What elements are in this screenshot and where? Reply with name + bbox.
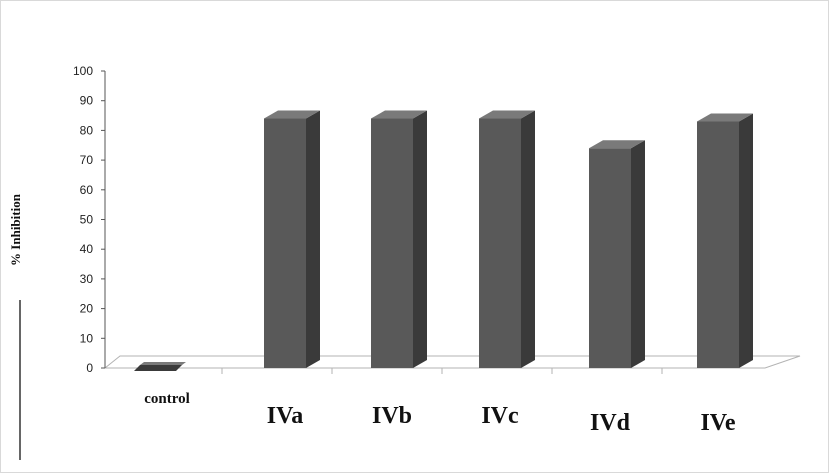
y-axis: 0 10 20 30 40 50 60 70 80 90 100	[73, 64, 106, 375]
y-tick-label: 100	[73, 64, 93, 78]
y-tick-label: 40	[80, 242, 94, 256]
bar-side	[739, 113, 753, 369]
y-tick-label: 70	[80, 153, 94, 167]
x-category-label: IVb	[372, 403, 412, 429]
y-tick-label: 80	[80, 123, 94, 137]
x-category-label: IVe	[700, 410, 735, 436]
bar-front	[264, 118, 306, 369]
x-category-label: IVd	[590, 410, 631, 436]
bar-IVe	[697, 113, 753, 369]
y-tick-label: 0	[86, 361, 93, 375]
y-axis-title: % Inhibition	[8, 193, 23, 266]
bar-top	[371, 110, 427, 119]
bar-top	[264, 110, 320, 119]
y-tick-label: 10	[80, 331, 94, 345]
bar-side	[521, 110, 535, 369]
bar-front	[371, 118, 413, 369]
chart-floor	[103, 355, 801, 374]
bar-IVd	[589, 140, 645, 368]
category-labels: control IVa IVb IVc IVd IVe	[144, 391, 736, 436]
x-category-label: IVc	[481, 403, 519, 429]
bar-zero-top	[140, 362, 186, 365]
bars	[134, 110, 753, 371]
bar-front	[589, 148, 631, 368]
bar-side	[306, 110, 320, 369]
bar-zero-marker	[134, 365, 182, 371]
bar-top	[697, 113, 753, 122]
bar-front	[697, 121, 739, 369]
bar-front	[479, 118, 521, 369]
y-tick-label: 50	[80, 213, 94, 227]
bar-top	[479, 110, 535, 119]
x-category-label: control	[144, 391, 190, 407]
y-tick-label: 60	[80, 183, 94, 197]
y-tick-label: 20	[80, 302, 94, 316]
bar-control	[134, 362, 186, 371]
bar-side	[413, 110, 427, 369]
y-tick-label: 30	[80, 272, 94, 286]
bar-side	[631, 140, 645, 368]
x-category-label: IVa	[267, 403, 303, 429]
y-tick-label: 90	[80, 94, 94, 108]
bar-IVc	[479, 110, 535, 369]
floor-plane	[103, 355, 801, 369]
bar-top	[589, 140, 645, 149]
bar-IVa	[264, 110, 320, 369]
bar-IVb	[371, 110, 427, 369]
